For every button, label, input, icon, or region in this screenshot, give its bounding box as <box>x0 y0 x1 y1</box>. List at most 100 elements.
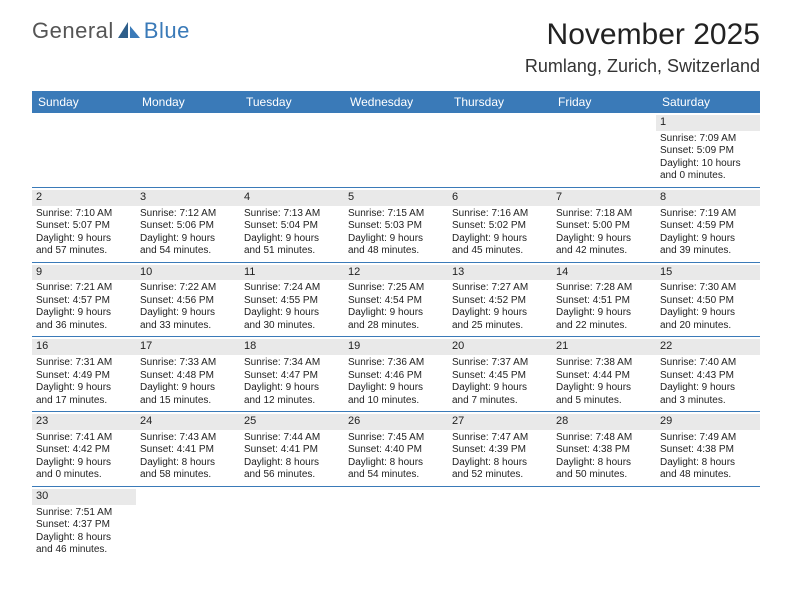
day-number: 20 <box>448 339 552 355</box>
sunrise-text: Sunrise: 7:09 AM <box>660 133 756 146</box>
daylight-text-2: and 20 minutes. <box>660 320 756 333</box>
day-number: 26 <box>344 414 448 430</box>
daylight-text-1: Daylight: 9 hours <box>140 307 236 320</box>
sunrise-text: Sunrise: 7:27 AM <box>452 282 548 295</box>
daylight-text-1: Daylight: 9 hours <box>36 457 132 470</box>
sunrise-text: Sunrise: 7:10 AM <box>36 208 132 221</box>
sunset-text: Sunset: 4:46 PM <box>348 370 444 383</box>
sunset-text: Sunset: 4:54 PM <box>348 295 444 308</box>
week-row: 1Sunrise: 7:09 AMSunset: 5:09 PMDaylight… <box>32 113 760 188</box>
week-row: 16Sunrise: 7:31 AMSunset: 4:49 PMDayligh… <box>32 337 760 412</box>
day-cell: 24Sunrise: 7:43 AMSunset: 4:41 PMDayligh… <box>136 412 240 486</box>
daylight-text-2: and 46 minutes. <box>36 544 132 557</box>
daylight-text-2: and 56 minutes. <box>244 469 340 482</box>
empty-cell <box>448 487 552 561</box>
day-header-row: SundayMondayTuesdayWednesdayThursdayFrid… <box>32 91 760 113</box>
daylight-text-2: and 42 minutes. <box>556 245 652 258</box>
sunrise-text: Sunrise: 7:45 AM <box>348 432 444 445</box>
day-cell: 7Sunrise: 7:18 AMSunset: 5:00 PMDaylight… <box>552 188 656 262</box>
daylight-text-2: and 54 minutes. <box>348 469 444 482</box>
sunrise-text: Sunrise: 7:37 AM <box>452 357 548 370</box>
daylight-text-1: Daylight: 9 hours <box>140 233 236 246</box>
sunrise-text: Sunrise: 7:34 AM <box>244 357 340 370</box>
daylight-text-2: and 0 minutes. <box>660 170 756 183</box>
daylight-text-2: and 52 minutes. <box>452 469 548 482</box>
sunset-text: Sunset: 4:48 PM <box>140 370 236 383</box>
week-row: 23Sunrise: 7:41 AMSunset: 4:42 PMDayligh… <box>32 412 760 487</box>
day-cell: 6Sunrise: 7:16 AMSunset: 5:02 PMDaylight… <box>448 188 552 262</box>
empty-cell <box>448 113 552 187</box>
sunrise-text: Sunrise: 7:48 AM <box>556 432 652 445</box>
daylight-text-1: Daylight: 9 hours <box>452 307 548 320</box>
day-number: 24 <box>136 414 240 430</box>
sunset-text: Sunset: 4:42 PM <box>36 444 132 457</box>
sunset-text: Sunset: 4:50 PM <box>660 295 756 308</box>
sunrise-text: Sunrise: 7:36 AM <box>348 357 444 370</box>
month-title: November 2025 <box>525 18 760 52</box>
sunrise-text: Sunrise: 7:47 AM <box>452 432 548 445</box>
daylight-text-1: Daylight: 9 hours <box>348 233 444 246</box>
sunrise-text: Sunrise: 7:13 AM <box>244 208 340 221</box>
sunrise-text: Sunrise: 7:12 AM <box>140 208 236 221</box>
day-cell: 1Sunrise: 7:09 AMSunset: 5:09 PMDaylight… <box>656 113 760 187</box>
sunset-text: Sunset: 4:45 PM <box>452 370 548 383</box>
brand-part1: General <box>32 18 114 44</box>
sunrise-text: Sunrise: 7:28 AM <box>556 282 652 295</box>
daylight-text-1: Daylight: 9 hours <box>36 382 132 395</box>
daylight-text-2: and 45 minutes. <box>452 245 548 258</box>
day-number: 16 <box>32 339 136 355</box>
day-cell: 18Sunrise: 7:34 AMSunset: 4:47 PMDayligh… <box>240 337 344 411</box>
day-number: 4 <box>240 190 344 206</box>
empty-cell <box>552 113 656 187</box>
day-cell: 29Sunrise: 7:49 AMSunset: 4:38 PMDayligh… <box>656 412 760 486</box>
daylight-text-2: and 54 minutes. <box>140 245 236 258</box>
day-cell: 14Sunrise: 7:28 AMSunset: 4:51 PMDayligh… <box>552 263 656 337</box>
day-cell: 12Sunrise: 7:25 AMSunset: 4:54 PMDayligh… <box>344 263 448 337</box>
daylight-text-1: Daylight: 9 hours <box>452 233 548 246</box>
daylight-text-2: and 48 minutes. <box>660 469 756 482</box>
daylight-text-2: and 15 minutes. <box>140 395 236 408</box>
daylight-text-2: and 12 minutes. <box>244 395 340 408</box>
daylight-text-1: Daylight: 8 hours <box>348 457 444 470</box>
day-number: 3 <box>136 190 240 206</box>
daylight-text-1: Daylight: 8 hours <box>556 457 652 470</box>
daylight-text-2: and 25 minutes. <box>452 320 548 333</box>
sunrise-text: Sunrise: 7:30 AM <box>660 282 756 295</box>
daylight-text-2: and 3 minutes. <box>660 395 756 408</box>
day-number: 15 <box>656 265 760 281</box>
day-number: 1 <box>656 115 760 131</box>
day-number: 23 <box>32 414 136 430</box>
daylight-text-1: Daylight: 9 hours <box>556 233 652 246</box>
daylight-text-2: and 57 minutes. <box>36 245 132 258</box>
day-number: 14 <box>552 265 656 281</box>
sunrise-text: Sunrise: 7:15 AM <box>348 208 444 221</box>
daylight-text-2: and 33 minutes. <box>140 320 236 333</box>
day-cell: 30Sunrise: 7:51 AMSunset: 4:37 PMDayligh… <box>32 487 136 561</box>
brand-part2: Blue <box>144 18 190 44</box>
sunrise-text: Sunrise: 7:18 AM <box>556 208 652 221</box>
day-cell: 27Sunrise: 7:47 AMSunset: 4:39 PMDayligh… <box>448 412 552 486</box>
day-cell: 23Sunrise: 7:41 AMSunset: 4:42 PMDayligh… <box>32 412 136 486</box>
day-number: 10 <box>136 265 240 281</box>
day-cell: 11Sunrise: 7:24 AMSunset: 4:55 PMDayligh… <box>240 263 344 337</box>
brand-logo: General Blue <box>32 18 190 44</box>
day-cell: 10Sunrise: 7:22 AMSunset: 4:56 PMDayligh… <box>136 263 240 337</box>
daylight-text-1: Daylight: 9 hours <box>244 307 340 320</box>
daylight-text-1: Daylight: 8 hours <box>660 457 756 470</box>
sunset-text: Sunset: 5:04 PM <box>244 220 340 233</box>
daylight-text-1: Daylight: 8 hours <box>140 457 236 470</box>
daylight-text-1: Daylight: 9 hours <box>36 233 132 246</box>
day-number: 28 <box>552 414 656 430</box>
daylight-text-1: Daylight: 9 hours <box>660 307 756 320</box>
daylight-text-2: and 51 minutes. <box>244 245 340 258</box>
daylight-text-2: and 0 minutes. <box>36 469 132 482</box>
sunset-text: Sunset: 4:44 PM <box>556 370 652 383</box>
daylight-text-1: Daylight: 9 hours <box>348 307 444 320</box>
day-number: 7 <box>552 190 656 206</box>
day-number: 5 <box>344 190 448 206</box>
daylight-text-1: Daylight: 9 hours <box>556 307 652 320</box>
sunset-text: Sunset: 4:52 PM <box>452 295 548 308</box>
sunset-text: Sunset: 4:59 PM <box>660 220 756 233</box>
daylight-text-2: and 58 minutes. <box>140 469 236 482</box>
day-cell: 20Sunrise: 7:37 AMSunset: 4:45 PMDayligh… <box>448 337 552 411</box>
